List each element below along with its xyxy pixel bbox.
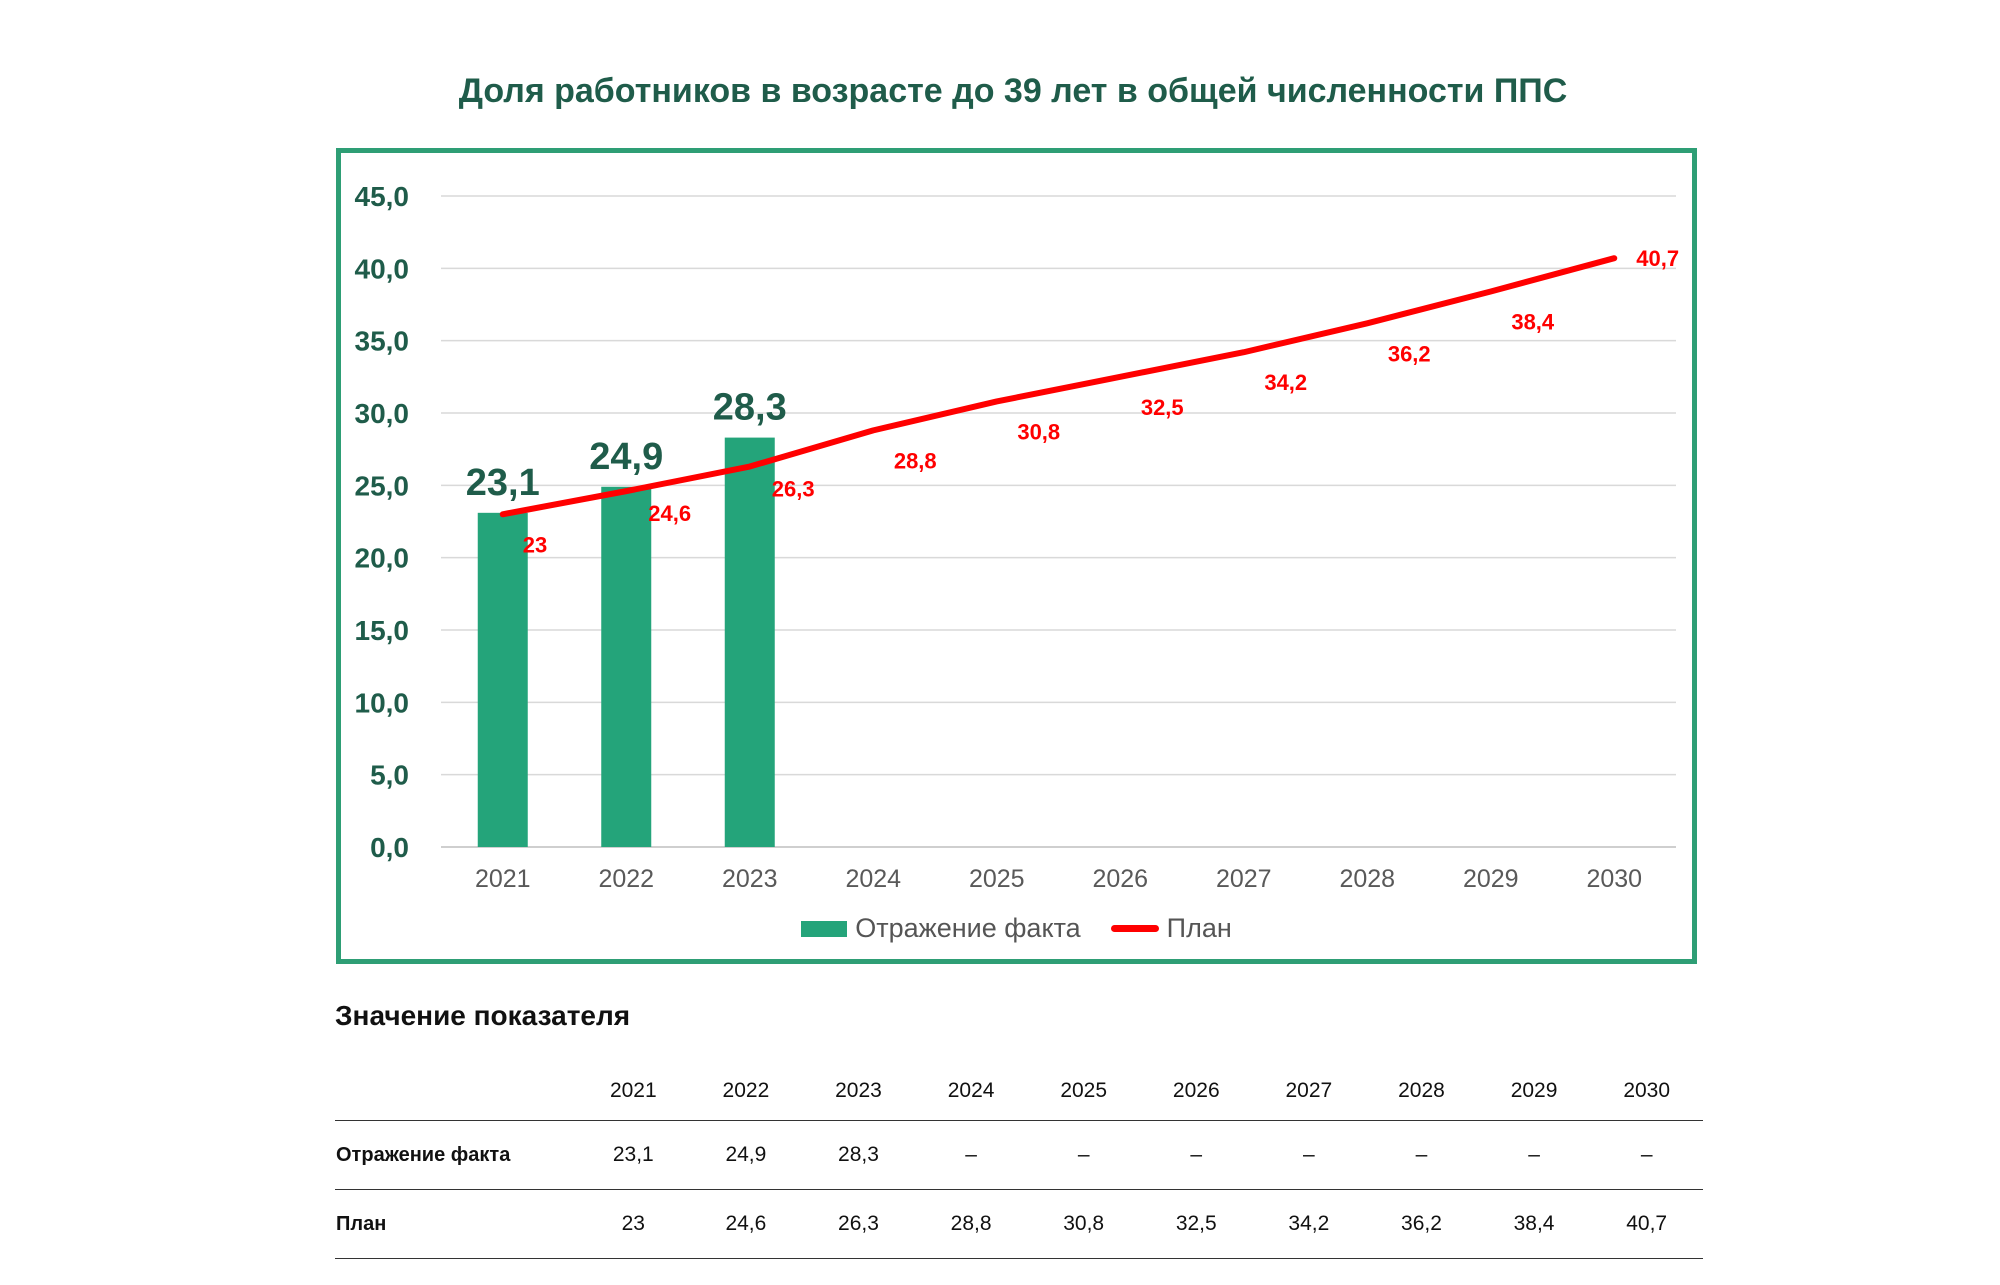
table-year: 2022	[689, 1062, 803, 1121]
table-cell: –	[1252, 1120, 1366, 1190]
x-tick-label: 2023	[722, 865, 778, 893]
plan-data-label: 26,3	[772, 477, 815, 502]
bar-data-label: 23,1	[466, 462, 540, 504]
x-tick-label: 2030	[1586, 865, 1642, 893]
table-cell: 36,2	[1365, 1189, 1478, 1259]
legend-label-fact: Отражение факта	[855, 913, 1081, 943]
plan-data-label: 30,8	[1017, 419, 1060, 444]
x-tick-label: 2024	[845, 865, 901, 893]
legend-label-plan: План	[1166, 913, 1232, 943]
plan-data-label: 34,2	[1264, 370, 1307, 395]
x-tick-label: 2022	[598, 865, 654, 893]
chart-frame: 0,0 5,0 10,0 15,0 20,0 25,0 30,0 35,0 40,0 45,0 20…	[336, 148, 1697, 964]
table-row: План 23 24,6 26,3 28,8 30,8 32,5 34,2 36…	[335, 1189, 1703, 1259]
table-year: 2025	[1027, 1062, 1140, 1121]
chart-plot: 0,0 5,0 10,0 15,0 20,0 25,0 30,0 35,0 40,0 45,0 20…	[355, 181, 1680, 893]
x-tick-label: 2029	[1463, 865, 1519, 893]
x-tick-label: 2026	[1092, 865, 1148, 893]
table-year: 2028	[1365, 1062, 1478, 1121]
y-tick-label: 15,0	[355, 615, 410, 646]
bar	[477, 512, 528, 847]
table-year: 2027	[1252, 1062, 1366, 1121]
plan-data-label: 24,6	[648, 501, 691, 526]
chart-title: Доля работников в возрасте до 39 лет в о…	[458, 72, 1568, 110]
table-row: Отражение факта 23,1 24,9 28,3 – – – – –…	[335, 1120, 1703, 1190]
table-header-row: 2021 2022 2023 2024 2025 2026 2027 2028 …	[335, 1062, 1703, 1121]
y-tick-label: 40,0	[355, 253, 410, 284]
table-cell: 38,4	[1477, 1189, 1591, 1259]
legend-swatch-plan	[1110, 925, 1159, 932]
y-tick-label: 35,0	[355, 326, 410, 357]
table-year: 2026	[1139, 1062, 1253, 1121]
y-tick-label: 5,0	[370, 760, 409, 791]
chart-legend: Отражение факта План	[341, 913, 1692, 944]
y-tick-label: 30,0	[355, 398, 410, 429]
bar	[724, 437, 775, 847]
table-year: 2024	[914, 1062, 1028, 1121]
table-year: 2021	[577, 1062, 690, 1121]
table-year: 2023	[802, 1062, 915, 1121]
table-title: Значение показателя	[335, 1000, 631, 1031]
table-cell: 30,8	[1027, 1189, 1140, 1259]
table-row-label: Отражение факта	[335, 1120, 577, 1190]
table-cell: –	[914, 1120, 1028, 1190]
table-cell: 26,3	[802, 1189, 915, 1259]
values-table: 2021 2022 2023 2024 2025 2026 2027 2028 …	[335, 1062, 1703, 1259]
table-cell: –	[1477, 1120, 1591, 1190]
bar-data-label: 24,9	[589, 436, 663, 478]
table-cell: 28,3	[802, 1120, 915, 1190]
table-row-label: План	[335, 1189, 577, 1259]
x-tick-label: 2025	[969, 865, 1025, 893]
bar-data-label: 28,3	[713, 387, 787, 429]
table-cell: 40,7	[1590, 1189, 1703, 1259]
table-cell: 23	[577, 1189, 690, 1259]
table-cell: 32,5	[1139, 1189, 1253, 1259]
table-cell: 34,2	[1252, 1189, 1366, 1259]
legend-item-fact: Отражение факта	[801, 913, 1081, 944]
plan-data-label: 23	[523, 532, 547, 557]
table-cell: 24,9	[689, 1120, 803, 1190]
table-year: 2029	[1477, 1062, 1591, 1121]
table-cell: 23,1	[577, 1120, 690, 1190]
table-cell: –	[1027, 1120, 1140, 1190]
table-year: 2030	[1590, 1062, 1703, 1121]
legend-swatch-fact	[801, 920, 848, 937]
plan-data-label: 40,7	[1636, 246, 1679, 271]
x-tick-label: 2027	[1216, 865, 1272, 893]
plan-data-label: 32,5	[1141, 395, 1184, 420]
table-cell: –	[1590, 1120, 1703, 1190]
plan-data-label: 38,4	[1511, 309, 1555, 334]
table-cell: –	[1365, 1120, 1478, 1190]
legend-item-plan: План	[1110, 913, 1232, 944]
table-cell: 28,8	[914, 1189, 1028, 1259]
plan-series-line	[499, 255, 1618, 518]
bar	[601, 486, 652, 847]
x-tick-label: 2021	[475, 865, 531, 893]
y-tick-label: 10,0	[355, 687, 410, 718]
y-tick-label: 0,0	[370, 832, 409, 863]
y-tick-label: 20,0	[355, 543, 410, 574]
table-cell: –	[1139, 1120, 1253, 1190]
plan-data-label: 28,8	[894, 448, 937, 473]
y-tick-label: 25,0	[355, 470, 410, 501]
x-tick-label: 2028	[1339, 865, 1395, 893]
table-cell: 24,6	[689, 1189, 803, 1259]
y-tick-label: 45,0	[355, 181, 410, 212]
table-corner-cell	[335, 1062, 577, 1121]
plan-data-label: 36,2	[1388, 341, 1431, 366]
